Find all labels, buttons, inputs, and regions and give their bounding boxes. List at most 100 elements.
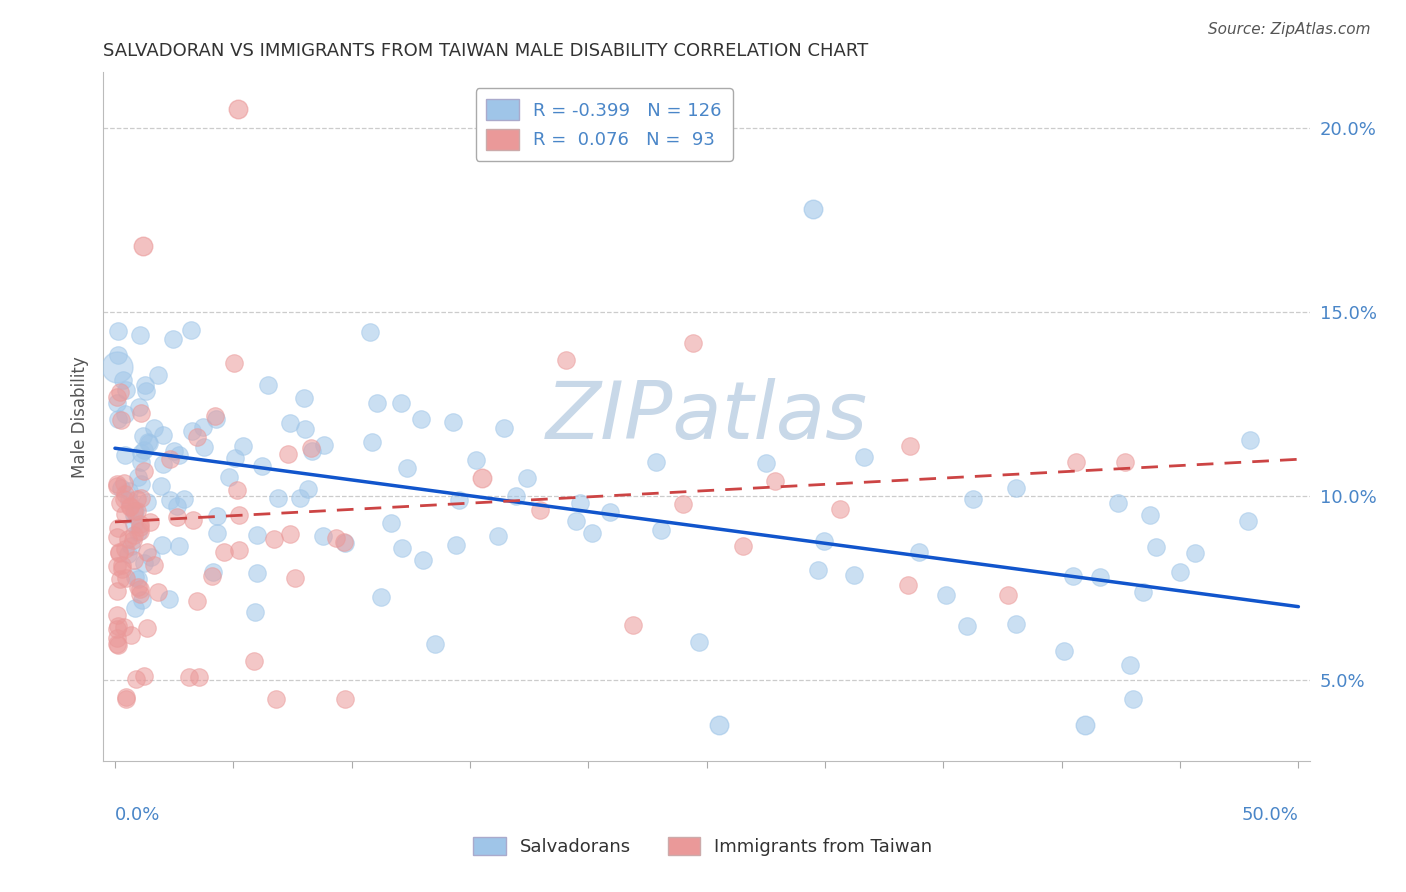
Point (516, 471, 538, 485)
Point (122, 553, 145, 567)
Point (128, 400, 150, 414)
Point (807, 563, 830, 577)
Point (763, 474, 786, 488)
Point (132, 464, 155, 478)
Point (112, 475, 135, 490)
Point (292, 392, 315, 406)
Point (1119, 657, 1142, 672)
Point (250, 459, 273, 474)
Point (333, 536, 356, 550)
Point (568, 496, 591, 510)
Point (127, 492, 149, 507)
Point (105, 622, 128, 636)
Point (127, 504, 149, 518)
Point (148, 585, 170, 599)
Point (167, 540, 190, 554)
Point (830, 502, 852, 516)
Point (128, 328, 150, 343)
Point (181, 513, 204, 527)
Point (166, 499, 188, 513)
Point (120, 539, 142, 553)
Point (555, 353, 578, 368)
Point (141, 549, 163, 564)
Point (312, 529, 335, 543)
Point (411, 411, 433, 425)
Point (127, 572, 149, 586)
Point (118, 484, 141, 499)
Point (105, 360, 128, 375)
Point (107, 477, 129, 491)
Point (412, 553, 434, 567)
Point (842, 568, 865, 582)
Point (152, 457, 174, 471)
Text: ZIP​atlas: ZIP​atlas (546, 378, 868, 456)
Point (108, 546, 131, 560)
Point (956, 619, 979, 633)
Point (1053, 644, 1076, 658)
Point (114, 541, 136, 556)
Text: 0.0%: 0.0% (115, 805, 160, 823)
Point (1107, 496, 1129, 510)
Point (132, 238, 155, 252)
Point (105, 530, 128, 544)
Point (218, 470, 240, 484)
Point (152, 427, 174, 442)
Point (107, 348, 129, 362)
Point (264, 691, 287, 706)
Point (280, 527, 302, 541)
Point (115, 690, 138, 704)
Point (107, 520, 129, 534)
Point (129, 491, 152, 506)
Point (120, 627, 142, 641)
Point (801, 202, 824, 216)
Point (228, 543, 250, 558)
Point (1004, 481, 1026, 495)
Point (299, 441, 322, 455)
Point (650, 523, 672, 537)
Point (898, 439, 921, 453)
Point (297, 482, 319, 496)
Point (124, 508, 146, 523)
Point (149, 479, 172, 493)
Point (366, 396, 388, 410)
Point (159, 493, 181, 508)
Text: Source: ZipAtlas.com: Source: ZipAtlas.com (1208, 22, 1371, 37)
Point (157, 592, 180, 607)
Point (135, 621, 157, 635)
Point (1088, 570, 1111, 584)
Text: 50.0%: 50.0% (1241, 805, 1298, 823)
Point (114, 448, 136, 462)
Point (294, 422, 316, 436)
Point (173, 492, 195, 507)
Point (1005, 616, 1028, 631)
Point (228, 508, 250, 523)
Point (1132, 584, 1154, 599)
Point (143, 421, 166, 435)
Point (132, 556, 155, 570)
Point (135, 384, 157, 398)
Point (396, 461, 419, 475)
Point (128, 520, 150, 534)
Point (124, 600, 146, 615)
Point (107, 324, 129, 338)
Point (159, 452, 181, 467)
Point (135, 545, 157, 559)
Point (284, 571, 307, 585)
Point (139, 515, 162, 529)
Point (897, 578, 920, 592)
Point (108, 384, 131, 399)
Point (180, 323, 202, 337)
Point (755, 456, 778, 470)
Point (115, 383, 138, 397)
Point (449, 493, 471, 508)
Point (205, 411, 228, 425)
Point (471, 471, 494, 485)
Point (186, 594, 208, 608)
Point (446, 538, 468, 552)
Point (682, 336, 704, 351)
Point (1184, 546, 1206, 560)
Point (134, 442, 156, 457)
Point (1074, 717, 1097, 731)
Point (425, 637, 447, 651)
Point (128, 524, 150, 538)
